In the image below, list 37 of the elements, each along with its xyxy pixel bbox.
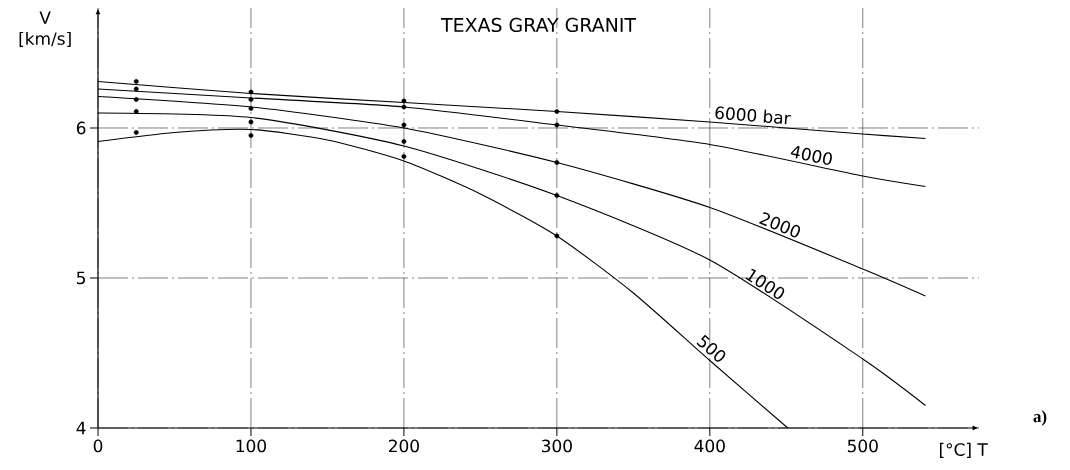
point <box>401 122 407 128</box>
point <box>248 106 254 111</box>
x-tick-label: 0 <box>93 439 103 453</box>
point <box>133 79 139 84</box>
point <box>401 154 407 159</box>
point <box>248 97 254 102</box>
text: 500 <box>696 334 726 362</box>
point <box>133 109 139 114</box>
point <box>554 122 560 128</box>
y-tick-label: 5 <box>77 271 86 285</box>
point <box>401 98 407 104</box>
point <box>554 160 560 165</box>
x-tick-label: 100 <box>236 439 266 453</box>
point <box>401 139 407 144</box>
x-tick-label: 200 <box>388 439 419 453</box>
point <box>248 89 254 95</box>
series-label: 6000 bar <box>715 106 791 125</box>
point <box>401 104 407 110</box>
chart-title: TEXAS GRAY GRANIT <box>441 17 637 33</box>
point <box>554 233 560 239</box>
x-tick-label: 500 <box>847 439 878 453</box>
point <box>133 86 139 92</box>
point <box>554 109 560 114</box>
x-axis-title: [°C] T <box>939 442 988 458</box>
point <box>248 133 254 138</box>
y-axis-title: V [km/s] <box>19 11 71 48</box>
point <box>133 97 139 102</box>
point <box>133 130 139 135</box>
text: a) <box>1033 410 1047 426</box>
y-tick-label: 6 <box>76 121 86 135</box>
text: 4000 <box>790 146 832 165</box>
point <box>248 119 254 125</box>
x-tick-label: 300 <box>542 439 572 453</box>
point <box>554 193 560 198</box>
text: 2000 <box>759 212 801 238</box>
x-tick-label: 400 <box>694 439 725 453</box>
y-tick-label: 4 <box>76 421 86 435</box>
